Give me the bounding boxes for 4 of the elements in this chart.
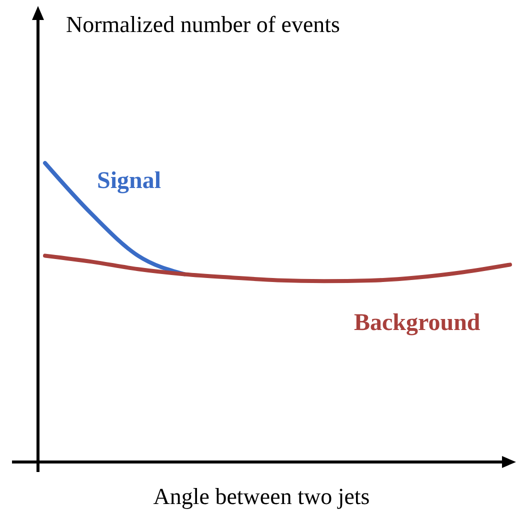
text: Normalized number of events	[66, 12, 340, 38]
x-axis-title: Angle between two jets	[152, 484, 371, 510]
series-label: Signal	[97, 168, 162, 195]
series-label: Background	[354, 310, 480, 337]
